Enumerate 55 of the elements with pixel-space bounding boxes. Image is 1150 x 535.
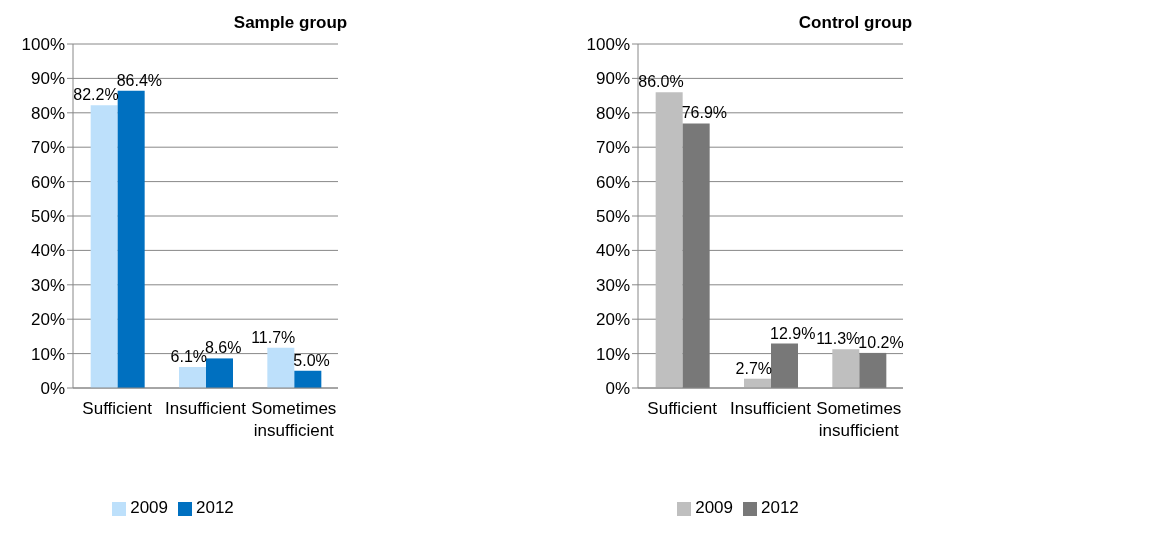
data-label: 10.2% <box>858 333 904 351</box>
y-tick-label: 20% <box>30 310 65 330</box>
bar <box>682 123 710 388</box>
data-label: 82.2% <box>73 86 119 104</box>
y-tick-label: 100% <box>586 35 630 55</box>
legend-label: 2009 <box>695 498 733 517</box>
y-tick-label: 100% <box>21 35 65 55</box>
data-label: 2.7% <box>735 359 772 377</box>
bar <box>179 367 206 388</box>
bar <box>294 370 322 388</box>
bar <box>267 347 295 388</box>
bar <box>771 343 798 388</box>
legend-label: 2009 <box>130 498 168 517</box>
y-tick-label: 0% <box>40 379 65 399</box>
y-tick-label: 50% <box>30 207 65 227</box>
legend-label: 2012 <box>196 498 234 517</box>
data-label: 12.9% <box>770 324 816 342</box>
y-tick-label: 0% <box>605 379 630 399</box>
x-tick-label: Sometimes insufficient <box>816 399 902 440</box>
bar <box>206 358 233 388</box>
y-tick-label: 80% <box>30 103 65 123</box>
data-label: 86.4% <box>116 71 163 89</box>
y-tick-label: 40% <box>595 241 630 261</box>
data-label: 76.9% <box>681 104 728 122</box>
bar <box>117 90 145 388</box>
y-tick-label: 60% <box>595 172 630 192</box>
y-tick-label: 30% <box>30 275 65 295</box>
y-tick-label: 60% <box>30 172 65 192</box>
chart-title: Control group <box>798 13 913 32</box>
legend-label: 2012 <box>761 498 799 517</box>
y-tick-label: 30% <box>595 275 630 295</box>
x-tick-label: Insufficient <box>165 399 247 418</box>
x-tick-label: Sometimes insufficient <box>251 399 337 440</box>
y-tick-label: 10% <box>30 344 65 364</box>
y-tick-label: 90% <box>30 69 65 89</box>
y-tick-label: 10% <box>595 344 630 364</box>
bar <box>832 349 860 388</box>
x-tick-label: Sufficient <box>82 399 153 418</box>
data-label: 11.7% <box>251 328 296 346</box>
x-tick-label: Insufficient <box>730 399 812 418</box>
data-label: 5.0% <box>293 351 330 369</box>
chart-title: Sample group <box>233 13 348 32</box>
y-tick-label: 80% <box>595 103 630 123</box>
bar <box>90 105 118 388</box>
y-tick-label: 70% <box>30 138 65 158</box>
y-tick-label: 70% <box>595 138 630 158</box>
bar <box>655 92 683 388</box>
data-label: 8.6% <box>205 339 242 357</box>
y-tick-label: 90% <box>595 69 630 89</box>
y-tick-label: 20% <box>595 310 630 330</box>
bar <box>859 352 887 388</box>
data-label: 86.0% <box>638 73 684 91</box>
x-tick-label: Sufficient <box>647 399 718 418</box>
y-tick-label: 50% <box>595 207 630 227</box>
y-tick-label: 40% <box>30 241 65 261</box>
